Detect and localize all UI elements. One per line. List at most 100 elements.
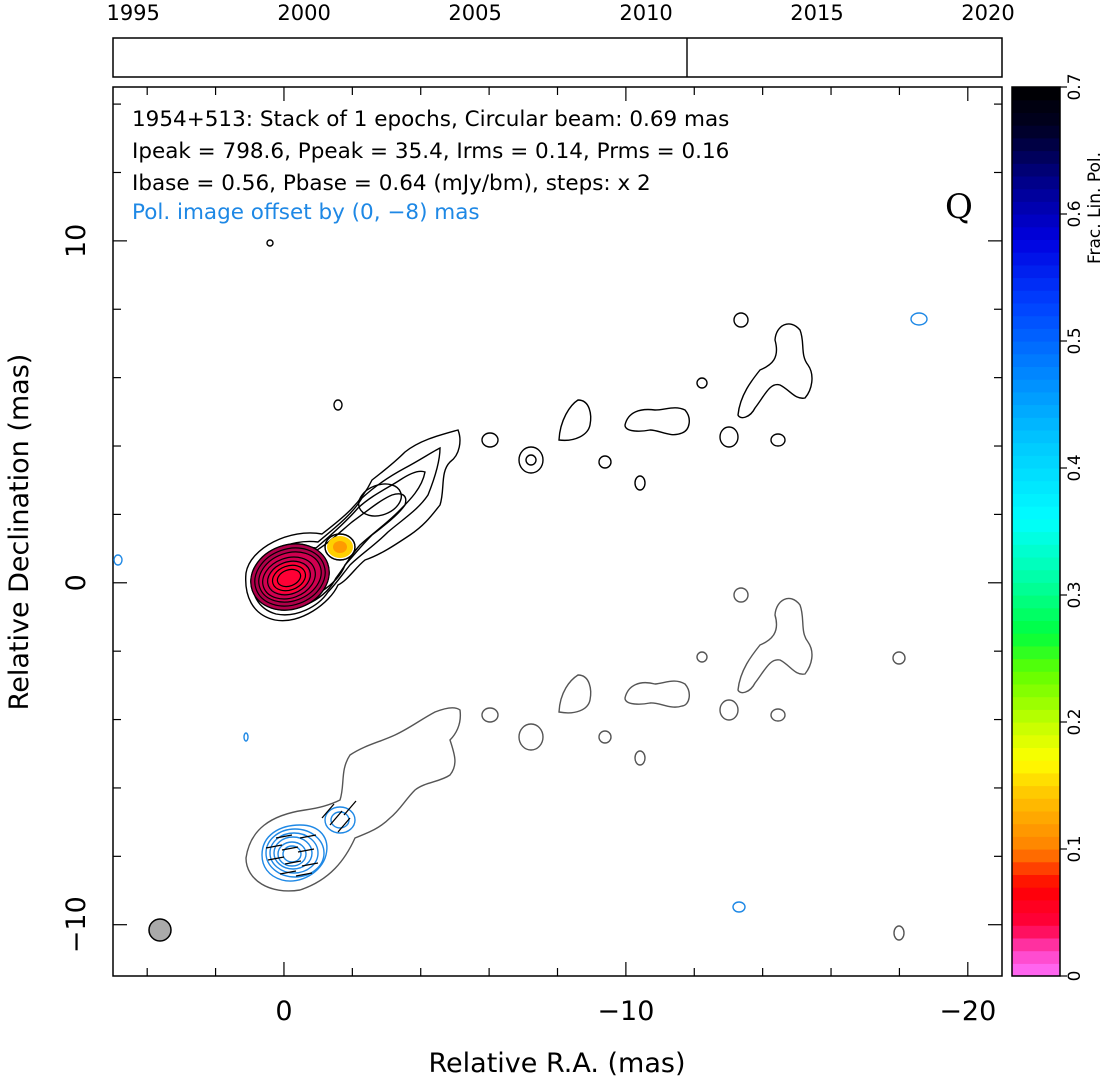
header-line-2: Ipeak = 798.6, Ppeak = 35.4, Irms = 0.14… [132,139,729,164]
pol-contour-6 [282,845,302,863]
x-tick-label: −10 [597,996,654,1027]
offset-blob-11 [770,708,786,722]
epoch-tick-label: 2000 [277,1,330,25]
offset-blob-9 [733,587,749,603]
pol-contour-4 [273,836,313,870]
colorbar-step [1012,252,1060,266]
contour-outer [245,429,461,622]
colorbar-frame [1011,86,1061,977]
colorbar-step [1012,506,1060,520]
colorbar-step [1012,810,1060,825]
colorbar-step [1012,366,1060,380]
offset-blob-10 [737,597,813,694]
colorbar-tick-label: 0.6 [1065,200,1085,227]
colorbar-step [1012,341,1060,355]
colorbar-step [1012,772,1060,787]
pol-contour-1 [261,824,328,882]
x-tick-label: 0 [275,996,292,1027]
pol-contour-knot [324,806,356,834]
colorbar-step [1012,950,1060,964]
colorbar-step [1012,544,1060,558]
colorbar-tick-label: 0.7 [1065,73,1085,100]
colorbar-tick-label: 0 [1065,971,1085,982]
colorbar-step [1012,493,1060,507]
x-axis-label: Relative R.A. (mas) [429,1048,686,1079]
colorbar-step [1012,137,1060,152]
colorbar-step [1012,734,1060,748]
colorbar-step [1012,150,1060,164]
frac-pol-component-inner [333,541,347,553]
colorbar-step [1012,328,1060,342]
colorbar-step [1012,696,1060,710]
epoch-strip-frame [112,37,1003,78]
jet-blob-13 [266,239,274,247]
header-line-1: 1954+513: Stack of 1 epochs, Circular be… [132,107,729,132]
colorbar-step [1012,937,1060,952]
colorbar-step [1012,302,1060,317]
offset-total-intensity-contours [245,587,906,941]
colorbar-step [1012,823,1060,837]
colorbar-step [1012,455,1060,469]
colorbar-tick-label: 0.4 [1065,454,1085,481]
colorbar-step [1012,683,1060,698]
x-tick-label: −20 [939,996,996,1027]
polarized-intensity-contours [113,312,928,913]
colorbar-step [1012,391,1060,406]
colorbar-tick-label: 0.5 [1065,327,1085,354]
y-axis-label: Relative Declination (mas) [4,354,35,711]
colorbar-step [1012,531,1060,545]
colorbar-step [1012,468,1060,482]
colorbar-step [1012,633,1060,647]
colorbar-step [1012,353,1060,367]
pol-noise-3 [243,732,249,742]
jet-blob-9 [733,312,749,328]
colorbar-step [1012,112,1060,126]
y-tick-label: −10 [61,896,92,953]
pol-contour-3 [269,832,319,874]
colorbar-step [1012,861,1060,875]
stokes-label: Q [945,187,973,227]
offset-blob-8 [696,651,708,663]
jet-blob-8 [696,377,708,389]
colorbar-step [1012,887,1060,901]
offset-contour-outer [245,707,462,892]
colorbar-step [1012,290,1060,304]
jet-blob-2 [518,446,544,474]
colorbar-step [1012,480,1060,494]
colorbar-step [1012,709,1060,723]
jet-knot-contour [357,483,403,517]
colorbar-step [1012,874,1060,888]
colorbar-step [1012,239,1060,253]
axis-ticks [113,87,1002,976]
y-tick-label: 10 [61,224,92,258]
evpa-vectors [265,800,357,877]
epoch-tick-label: 2015 [790,1,843,25]
jet-blob-3 [481,432,499,448]
colorbar-step [1012,214,1060,228]
colorbar-step [1012,429,1060,444]
colorbar-step [1012,175,1060,190]
colorbar-step [1012,836,1060,850]
jet-blob-5 [624,407,690,436]
contour-2 [251,446,441,616]
colorbar-step [1012,671,1060,685]
jet-blob-7 [719,426,739,448]
colorbar-step [1012,315,1060,329]
colorbar-step [1012,125,1060,139]
colorbar-step [1012,556,1060,571]
pol-contour-2 [265,828,325,878]
colorbar: 0 0.1 0.2 0.3 0.4 0.5 0.6 0.7 Frac. Lin. Pol. [1011,73,1105,982]
colorbar-step [1012,747,1060,761]
colorbar-step [1012,264,1060,279]
colorbar-step [1012,87,1060,101]
colorbar-step [1012,277,1060,291]
colorbar-step [1012,417,1060,431]
epoch-tick-label: 1995 [106,1,159,25]
offset-blob-6 [634,750,646,766]
colorbar-step [1012,188,1060,202]
colorbar-step [1012,201,1060,215]
header-line-3: Ibase = 0.56, Pbase = 0.64 (mJy/bm), ste… [132,171,651,196]
offset-blob-12 [892,651,906,665]
colorbar-step [1012,569,1060,583]
